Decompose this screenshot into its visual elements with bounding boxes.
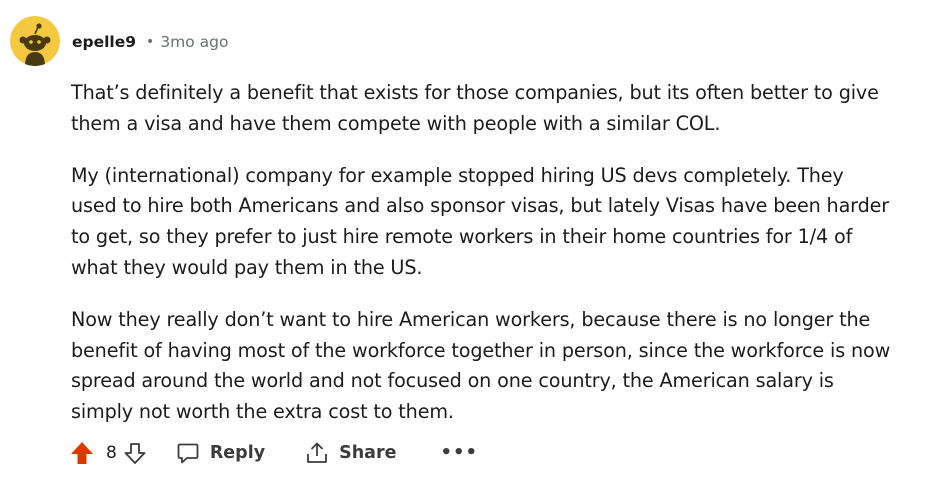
share-icon: [307, 442, 328, 463]
vote-controls: 8: [68, 439, 149, 467]
more-options-button[interactable]: •••: [440, 444, 478, 462]
upvote-button[interactable]: [68, 439, 96, 467]
reply-label: Reply: [209, 443, 266, 463]
ellipsis-icon: •••: [440, 442, 478, 463]
speech-bubble-icon: [177, 443, 199, 464]
share-label: Share: [339, 443, 397, 463]
reply-button[interactable]: Reply: [176, 441, 265, 465]
comment-paragraph: That’s definitely a benefit that exists …: [71, 81, 879, 135]
avatar[interactable]: [10, 16, 60, 66]
username[interactable]: epelle9: [72, 33, 137, 51]
downvote-arrow-icon: [124, 443, 146, 464]
share-button[interactable]: Share: [305, 441, 396, 465]
comment-actions: 8 Reply Share •••: [68, 436, 478, 470]
snoo-avatar-icon: [10, 16, 60, 66]
comment-paragraph: Now they really don’t want to hire Ameri…: [71, 307, 891, 424]
meta-separator: •: [146, 34, 155, 50]
vote-score: 8: [106, 443, 117, 463]
timestamp[interactable]: 3mo ago: [160, 33, 229, 51]
downvote-button[interactable]: [121, 439, 149, 467]
comment-meta: epelle9 • 3mo ago: [72, 31, 229, 53]
comment-paragraph: My (international) company for example s…: [71, 163, 889, 279]
comment-body: That’s definitely a benefit that exists …: [71, 78, 891, 449]
upvote-arrow-icon: [71, 442, 93, 464]
